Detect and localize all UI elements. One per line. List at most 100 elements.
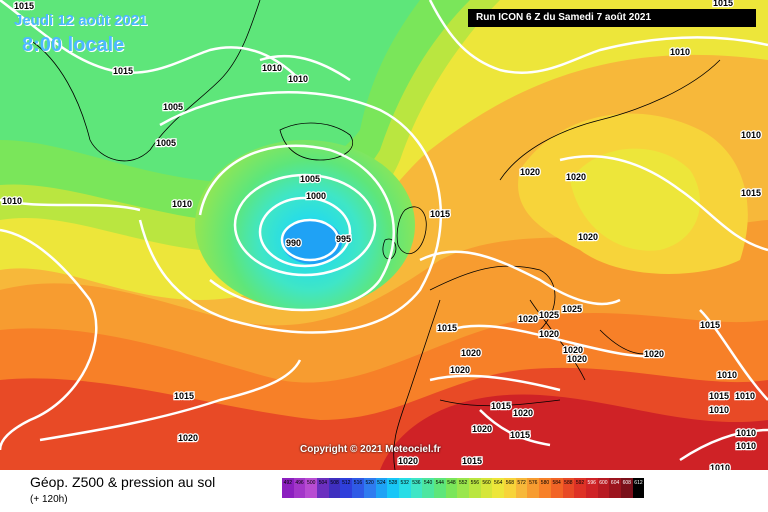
pressure-label: 1010 [2,196,22,206]
pressure-label: 1015 [174,391,194,401]
legend-value: 540 [423,480,433,486]
legend-cell: 524 [375,478,388,498]
band-544 [0,0,420,183]
pressure-label: 1015 [491,401,511,411]
pressure-label: 1010 [717,370,737,380]
legend-value: 560 [482,480,491,486]
pressure-label: 1005 [163,102,183,112]
legend-value: 532 [400,480,409,486]
legend-cell: 596 [585,478,598,498]
pressure-label: 1015 [741,188,761,198]
pressure-label: 1020 [518,314,538,324]
legend-cell: 576 [527,478,540,498]
legend-value: 604 [610,480,620,486]
weather-map: 1015 1015 1010 1010 1010 1015 1005 1005 … [0,0,768,470]
pressure-label: 1020 [539,329,559,339]
pressure-labels: 1015 1015 1010 1010 1010 1015 1005 1005 … [1,0,763,470]
pressure-label: 1025 [562,304,582,314]
pressure-label: 1010 [288,74,308,84]
legend-cell: 528 [387,478,399,498]
legend-value: 612 [634,480,643,486]
pressure-label: 1015 [700,320,720,330]
legend-value: 536 [412,480,421,486]
pressure-label: 1005 [300,174,320,184]
footer-subtitle: (+ 120h) [30,494,68,505]
legend-cell: 500 [305,478,318,498]
legend-cell: 544 [433,478,446,498]
pressure-label: 1015 [713,0,733,8]
pressure-label: 1000 [306,191,326,201]
legend-value: 608 [622,480,631,486]
pressure-label: 1010 [262,63,282,73]
legend-cell: 604 [609,478,621,498]
pressure-label: 1015 [14,1,34,11]
legend-cell: 556 [469,478,481,498]
pressure-label: 1020 [578,232,598,242]
pressure-label: 1020 [566,172,586,182]
legend-cell: 568 [504,478,516,498]
forecast-date: Jeudi 12 août 2021 [14,12,148,29]
pressure-label: 1020 [398,456,418,466]
legend-cell: 508 [328,478,341,498]
legend-value: 528 [388,480,398,486]
pressure-label: 1020 [644,349,664,359]
legend-value: 600 [599,480,608,486]
pressure-label: 1015 [437,323,457,333]
color-legend: 492 496 500 504 508 512 516 520 524 528 532 536 540 5… [282,478,645,498]
legend-cell: 512 [340,478,353,498]
pressure-label: 1025 [539,310,559,320]
legend-cell: 588 [562,478,575,498]
legend-value: 496 [295,480,304,486]
forecast-time: 8:00 locale [22,34,125,56]
legend-value: 588 [564,480,573,486]
band-564-east [570,148,700,251]
legend-value: 584 [552,480,561,486]
legend-value: 500 [307,480,316,486]
pressure-label: 1010 [735,391,755,401]
pressure-label: 1010 [736,441,756,451]
low-center [282,220,342,264]
pressure-label: 1020 [513,408,533,418]
legend-value: 556 [470,480,480,486]
legend-cell: 548 [445,478,458,498]
pressure-label: 1015 [462,456,482,466]
legend-value: 580 [540,480,550,486]
legend-value: 520 [365,480,374,486]
legend-value: 568 [505,480,515,486]
pressure-label: 1010 [736,428,756,438]
legend-cell: 584 [550,478,563,498]
legend-cell: 580 [539,478,551,498]
legend-value: 552 [458,480,468,486]
legend-cell: 592 [574,478,586,498]
pressure-label: 1020 [450,365,470,375]
footer-title: Géop. Z500 & pression au sol [30,474,216,490]
pressure-label: 1020 [472,424,492,434]
pressure-label: 1020 [461,348,481,358]
pressure-label: 1015 [510,430,530,440]
legend-cell: 516 [352,478,364,498]
pressure-label: 1015 [113,66,133,76]
legend-value: 524 [377,480,386,486]
pressure-label: 1020 [563,345,583,355]
band-596 [380,394,768,470]
legend-value: 548 [447,480,456,486]
pressure-label: 1015 [709,391,729,401]
legend-cell: 496 [293,478,306,498]
legend-value: 564 [494,480,503,486]
legend-value: 592 [575,480,585,486]
legend-cell: 552 [457,478,469,498]
legend-value: 504 [318,480,328,486]
legend-cell: 520 [363,478,376,498]
pressure-label: 1015 [430,209,450,219]
pressure-label: 990 [286,238,301,248]
pressure-label: 1010 [741,130,761,140]
pressure-label: 1020 [567,354,587,364]
legend-value: 508 [330,480,339,486]
legend-cell: 536 [410,478,423,498]
legend-cell: 564 [492,478,505,498]
legend-value: 544 [435,480,444,486]
legend-value: 492 [283,480,293,486]
legend-cell: 560 [480,478,493,498]
pressure-label: 1020 [178,433,198,443]
pressure-label: 1005 [156,138,176,148]
